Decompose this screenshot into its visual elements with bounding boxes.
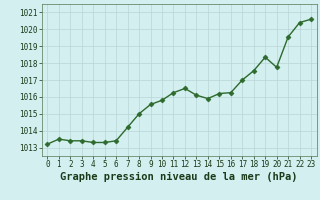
X-axis label: Graphe pression niveau de la mer (hPa): Graphe pression niveau de la mer (hPa) (60, 172, 298, 182)
